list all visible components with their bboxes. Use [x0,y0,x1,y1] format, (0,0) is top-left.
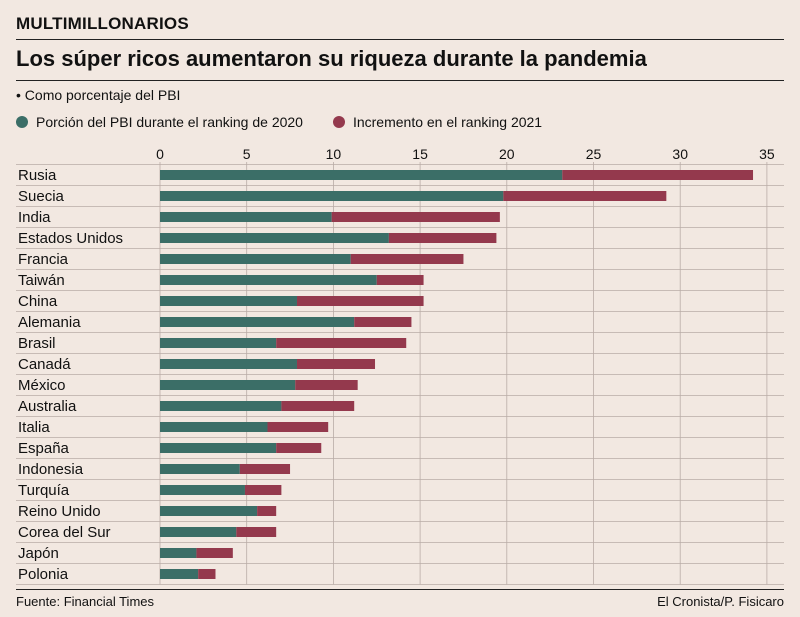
bar-segment-2020 [160,380,296,390]
category-label: India [18,209,51,226]
category-label: Brasil [18,335,56,352]
x-tick-label: 35 [759,146,775,162]
legend-label-2021: Incremento en el ranking 2021 [352,114,543,130]
bar-segment-2021 [331,212,500,222]
bar-segment-2021 [244,485,282,495]
category-label: China [18,293,58,310]
top-rule [16,39,784,40]
title-rule [16,80,784,81]
bar-segment-2021 [276,338,407,348]
bar-segment-2021 [350,254,464,264]
bar-segment-2021 [267,422,329,432]
bar-segment-2020 [160,254,351,264]
subtitle: • Como porcentaje del PBI [16,87,181,103]
bar-segment-2021 [239,464,291,474]
bar-segment-2021 [296,296,424,306]
legend-swatch-2021 [332,116,345,128]
category-label: España [18,440,70,457]
category-label: México [18,377,66,394]
x-tick-label: 5 [243,146,251,162]
category-label: Japón [18,545,59,562]
bar-segment-2020 [160,569,199,579]
bar-segment-2020 [160,338,277,348]
bar-segment-2021 [376,275,424,285]
bar-segment-2020 [160,275,377,285]
category-label: Polonia [18,566,69,583]
bar-segment-2020 [160,317,355,327]
bar-segment-2020 [160,464,240,474]
x-tick-label: 15 [412,146,428,162]
category-label: Canadá [18,356,71,373]
category-label: Corea del Sur [18,524,111,541]
category-label: Italia [18,419,50,436]
bar-segment-2021 [503,191,667,201]
category-label: Turquía [18,482,70,499]
legend-label-2020: Porción del PBI durante el ranking de 20… [36,114,303,130]
bar-segment-2021 [295,380,358,390]
bar-segment-2020 [160,233,389,243]
bar-segment-2020 [160,296,297,306]
category-label: Alemania [18,314,81,331]
bar-segment-2020 [160,485,245,495]
bar-segment-2021 [281,401,355,411]
bar-segment-2020 [160,401,282,411]
x-tick-label: 10 [326,146,342,162]
bar-segment-2020 [160,527,237,537]
bar-segment-2021 [296,359,376,369]
bar-chart: 0 5 10 15 20 25 30 35 Rusia Suecia India Estados Un… [16,146,784,585]
bar-segment-2021 [196,548,233,558]
category-label: Indonesia [18,461,84,478]
category-label: Rusia [18,167,57,184]
bottom-rule [16,589,784,590]
bar-segment-2020 [160,191,504,201]
legend-item-2021: Incremento en el ranking 2021 [332,114,543,130]
bar-segment-2020 [160,506,258,516]
bar-segment-2021 [388,233,497,243]
bar-segment-2021 [236,527,277,537]
x-tick-label: 25 [586,146,602,162]
category-label: Reino Unido [18,503,101,520]
page-title: Los súper ricos aumentaron su riqueza du… [16,46,647,71]
bar-segment-2020 [160,443,277,453]
legend-swatch-2020 [16,116,28,128]
bar-segment-2020 [160,170,563,180]
bar-segment-2020 [160,212,332,222]
credit-note: El Cronista/P. Fisicaro [657,594,784,609]
bar-segment-2021 [562,170,754,180]
source-note: Fuente: Financial Times [16,594,155,609]
bar-segment-2021 [276,443,322,453]
bar-segment-2021 [257,506,277,516]
bar-segment-2020 [160,359,297,369]
legend: Porción del PBI durante el ranking de 20… [16,114,572,130]
bar-segment-2020 [160,422,268,432]
category-label: Australia [18,398,77,415]
bar-segment-2021 [198,569,216,579]
bar-segment-2021 [354,317,412,327]
kicker: MULTIMILLONARIOS [16,14,189,33]
category-label: Francia [18,251,69,268]
x-tick-label: 30 [672,146,688,162]
bar-segment-2020 [160,548,197,558]
x-tick-label: 20 [499,146,515,162]
category-label: Estados Unidos [18,230,123,247]
legend-item-2020: Porción del PBI durante el ranking de 20… [16,114,303,130]
x-tick-label: 0 [156,146,164,162]
category-label: Taiwán [18,272,65,289]
category-label: Suecia [18,188,65,205]
